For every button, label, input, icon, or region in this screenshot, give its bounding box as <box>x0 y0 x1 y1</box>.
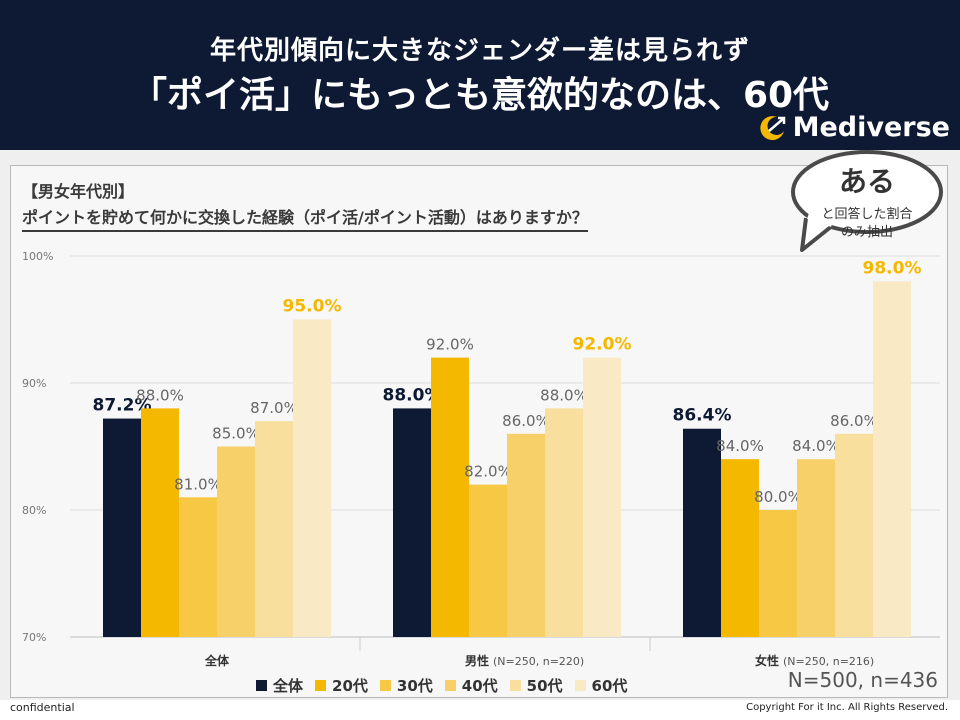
data-label: 80.0% <box>754 488 802 506</box>
legend-label: 全体 <box>273 677 304 695</box>
bar <box>507 433 545 637</box>
legend-item: 30代 <box>379 675 433 696</box>
bar <box>393 408 431 637</box>
legend-label: 50代 <box>526 677 563 695</box>
y-tick-label: 70% <box>22 631 46 644</box>
bar <box>797 459 835 637</box>
x-tick-label: 女性 <box>755 653 779 668</box>
data-label: 85.0% <box>212 425 260 443</box>
legend-item: 全体 <box>256 675 303 696</box>
x-tick-label: 全体 <box>204 653 230 668</box>
data-label: 87.0% <box>250 399 298 417</box>
chart-subtitle-category: 【男女年代別】 <box>22 182 135 201</box>
page-title-line1: 年代別傾向に大きなジェンダー差は見られず <box>209 36 750 66</box>
bar <box>873 281 911 637</box>
bar <box>217 446 255 637</box>
legend-swatch <box>379 680 391 691</box>
data-label: 98.0% <box>863 258 922 278</box>
callout-main: ある <box>838 165 895 198</box>
data-label: 86.0% <box>830 412 878 430</box>
bar <box>835 433 873 637</box>
x-tick-label: 男性 <box>465 653 489 668</box>
legend-swatch <box>509 680 521 691</box>
bar <box>255 421 293 637</box>
copyright: Copyright For it Inc. All Rights Reserve… <box>746 702 948 713</box>
brand-name: Mediverse <box>792 112 950 143</box>
y-tick-label: 90% <box>22 377 46 390</box>
chart-legend: 全体 20代 30代 40代 50代 60代 <box>256 675 639 696</box>
data-label: 88.0% <box>136 386 184 404</box>
bar <box>759 510 797 637</box>
confidential-label: confidential <box>10 701 75 714</box>
data-label: 87.2% <box>93 396 152 416</box>
legend-item: 60代 <box>574 675 628 696</box>
bar <box>683 428 721 637</box>
data-label: 88.0% <box>383 385 442 405</box>
legend-swatch <box>315 680 327 691</box>
legend-label: 60代 <box>591 677 628 695</box>
chart-question: ポイントを貯めて何かに交換した経験（ポイ活/ポイント活動）はありますか？ <box>22 204 588 232</box>
data-label: 82.0% <box>464 463 512 481</box>
crescent-arrow-icon <box>759 115 785 140</box>
x-tick-note: (N=250, n=220) <box>493 655 584 668</box>
bar <box>141 408 179 637</box>
legend-item: 50代 <box>509 675 563 696</box>
legend-label: 20代 <box>332 677 368 695</box>
legend-swatch <box>574 680 586 691</box>
y-tick-label: 100% <box>22 250 53 263</box>
legend-item: 20代 <box>315 675 368 696</box>
bar <box>103 418 141 637</box>
data-label: 95.0% <box>283 297 342 317</box>
legend-label: 40代 <box>461 677 498 695</box>
data-label: 84.0% <box>792 437 840 455</box>
speech-bubble <box>791 150 943 252</box>
data-label: 84.0% <box>716 437 764 455</box>
bar <box>545 408 583 637</box>
sample-size: N=500, n=436 <box>787 668 938 692</box>
bar <box>431 357 469 637</box>
bar <box>721 459 759 637</box>
data-label: 92.0% <box>573 335 632 355</box>
data-label: 86.0% <box>502 412 550 430</box>
legend-item: 40代 <box>444 675 498 696</box>
header-banner <box>0 0 960 150</box>
bar <box>469 484 507 637</box>
callout-sub2: のみ抽出 <box>840 225 893 240</box>
bar <box>293 319 331 637</box>
data-label: 86.4% <box>673 406 732 426</box>
data-label: 92.0% <box>426 336 474 354</box>
legend-label: 30代 <box>396 677 433 695</box>
bar <box>179 497 217 637</box>
legend-swatch <box>256 680 267 691</box>
x-tick-note: (N=250, n=216) <box>783 655 874 668</box>
legend-swatch <box>444 680 456 691</box>
y-tick-label: 80% <box>22 504 46 517</box>
data-label: 81.0% <box>174 475 222 493</box>
data-label: 88.0% <box>540 386 588 404</box>
callout-sub1: と回答した割合 <box>821 207 913 222</box>
brand-logo: Mediverse <box>757 112 950 143</box>
page-title-line2: 「ポイ活」にもっとも意欲的なのは、60代 <box>130 75 830 116</box>
bar <box>583 357 621 637</box>
